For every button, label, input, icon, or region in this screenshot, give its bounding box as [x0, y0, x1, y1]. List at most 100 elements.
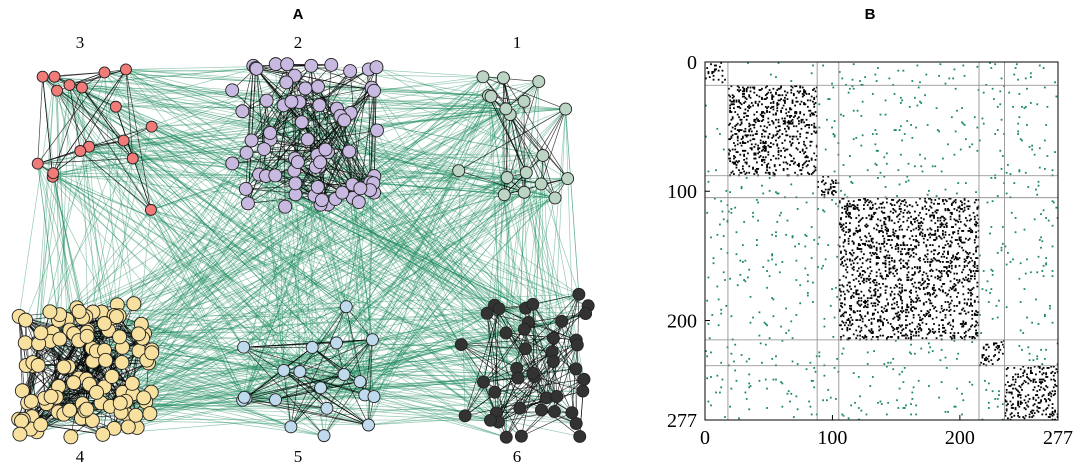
matrix-entry	[906, 304, 909, 307]
matrix-entry	[896, 268, 898, 271]
matrix-entry	[812, 89, 814, 91]
matrix-entry	[915, 239, 918, 241]
node	[353, 181, 368, 196]
matrix-entry	[758, 95, 761, 98]
inter-edge	[373, 194, 505, 397]
matrix-entry	[912, 301, 915, 303]
intra-edge	[505, 332, 558, 397]
matrix-entry	[975, 236, 977, 239]
matrix-entry	[888, 257, 891, 259]
matrix-entry	[920, 329, 923, 332]
matrix-entry	[869, 272, 872, 275]
matrix-entry	[990, 67, 993, 69]
matrix-entry	[857, 293, 860, 296]
matrix-entry	[936, 259, 939, 262]
matrix-entry	[908, 323, 911, 325]
node	[237, 390, 251, 404]
matrix-entry	[738, 129, 740, 132]
matrix-entry	[885, 413, 888, 416]
matrix-entry	[944, 332, 947, 334]
matrix-entry	[736, 89, 739, 91]
matrix-entry	[961, 230, 963, 232]
inter-edge	[86, 306, 347, 333]
matrix-entry	[812, 281, 814, 284]
matrix-entry	[953, 208, 956, 210]
inter-edge	[80, 150, 585, 380]
matrix-entry	[857, 299, 860, 302]
matrix-entry	[957, 232, 960, 235]
matrix-entry	[1037, 385, 1040, 387]
inter-edge	[317, 154, 508, 178]
matrix-entry	[764, 140, 767, 143]
matrix-entry	[942, 233, 944, 236]
matrix-entry	[877, 257, 879, 259]
matrix-entry	[730, 352, 733, 355]
matrix-entry	[952, 334, 955, 337]
matrix-entry	[874, 290, 877, 293]
matrix-entry	[852, 200, 855, 203]
matrix-entry	[1022, 374, 1025, 377]
matrix-entry	[947, 323, 949, 325]
matrix-entry	[818, 126, 821, 129]
matrix-entry	[761, 111, 763, 113]
matrix-entry	[803, 89, 805, 91]
inter-edge	[283, 77, 504, 371]
inter-edge	[110, 191, 525, 407]
matrix-entry	[777, 149, 780, 152]
matrix-entry	[851, 267, 854, 270]
matrix-entry	[799, 86, 802, 89]
matrix-entry	[870, 323, 873, 325]
intra-edge	[125, 69, 152, 210]
matrix-entry	[957, 242, 960, 245]
matrix-entry	[912, 316, 915, 319]
matrix-entry	[705, 350, 707, 353]
matrix-entry	[903, 407, 906, 409]
matrix-entry	[810, 95, 813, 98]
matrix-entry	[915, 404, 918, 407]
matrix-entry	[780, 109, 782, 112]
inter-edge	[56, 90, 554, 362]
matrix-entry	[953, 337, 956, 340]
matrix-entry	[752, 316, 754, 319]
matrix-entry	[889, 286, 892, 289]
matrix-entry	[902, 211, 905, 214]
matrix-entry	[795, 112, 798, 115]
matrix-entry	[852, 204, 855, 206]
matrix-entry	[953, 334, 956, 337]
inter-edge	[42, 76, 491, 421]
matrix-entry	[859, 334, 861, 337]
matrix-entry	[873, 213, 876, 216]
matrix-entry	[1041, 381, 1044, 384]
matrix-entry	[781, 133, 784, 135]
node	[66, 375, 82, 391]
matrix-entry	[1042, 394, 1045, 396]
inter-edge	[66, 183, 542, 320]
intra-edge	[247, 161, 321, 204]
matrix-entry	[741, 90, 744, 93]
matrix-entry	[963, 198, 966, 201]
matrix-entry	[907, 210, 910, 213]
matrix-entry	[1042, 367, 1045, 369]
matrix-entry	[720, 361, 723, 364]
intra-edge	[524, 329, 547, 398]
inter-edge	[359, 101, 525, 382]
matrix-entry	[962, 210, 965, 213]
matrix-entry	[784, 156, 786, 159]
intra-edge	[253, 65, 371, 191]
matrix-entry	[1004, 414, 1007, 417]
matrix-entry	[803, 121, 805, 124]
matrix-entry	[947, 270, 949, 272]
matrix-entry	[847, 324, 850, 327]
intra-edge	[496, 376, 535, 414]
matrix-entry	[880, 224, 883, 227]
matrix-entry	[849, 211, 851, 214]
matrix-entry	[896, 312, 898, 315]
matrix-entry	[741, 244, 744, 247]
matrix-entry	[962, 64, 965, 67]
inter-edge	[122, 306, 347, 348]
matrix-entry	[741, 95, 744, 98]
matrix-entry	[873, 253, 876, 256]
matrix-entry	[945, 272, 948, 275]
matrix-entry	[773, 165, 776, 168]
matrix-entry	[843, 297, 846, 300]
